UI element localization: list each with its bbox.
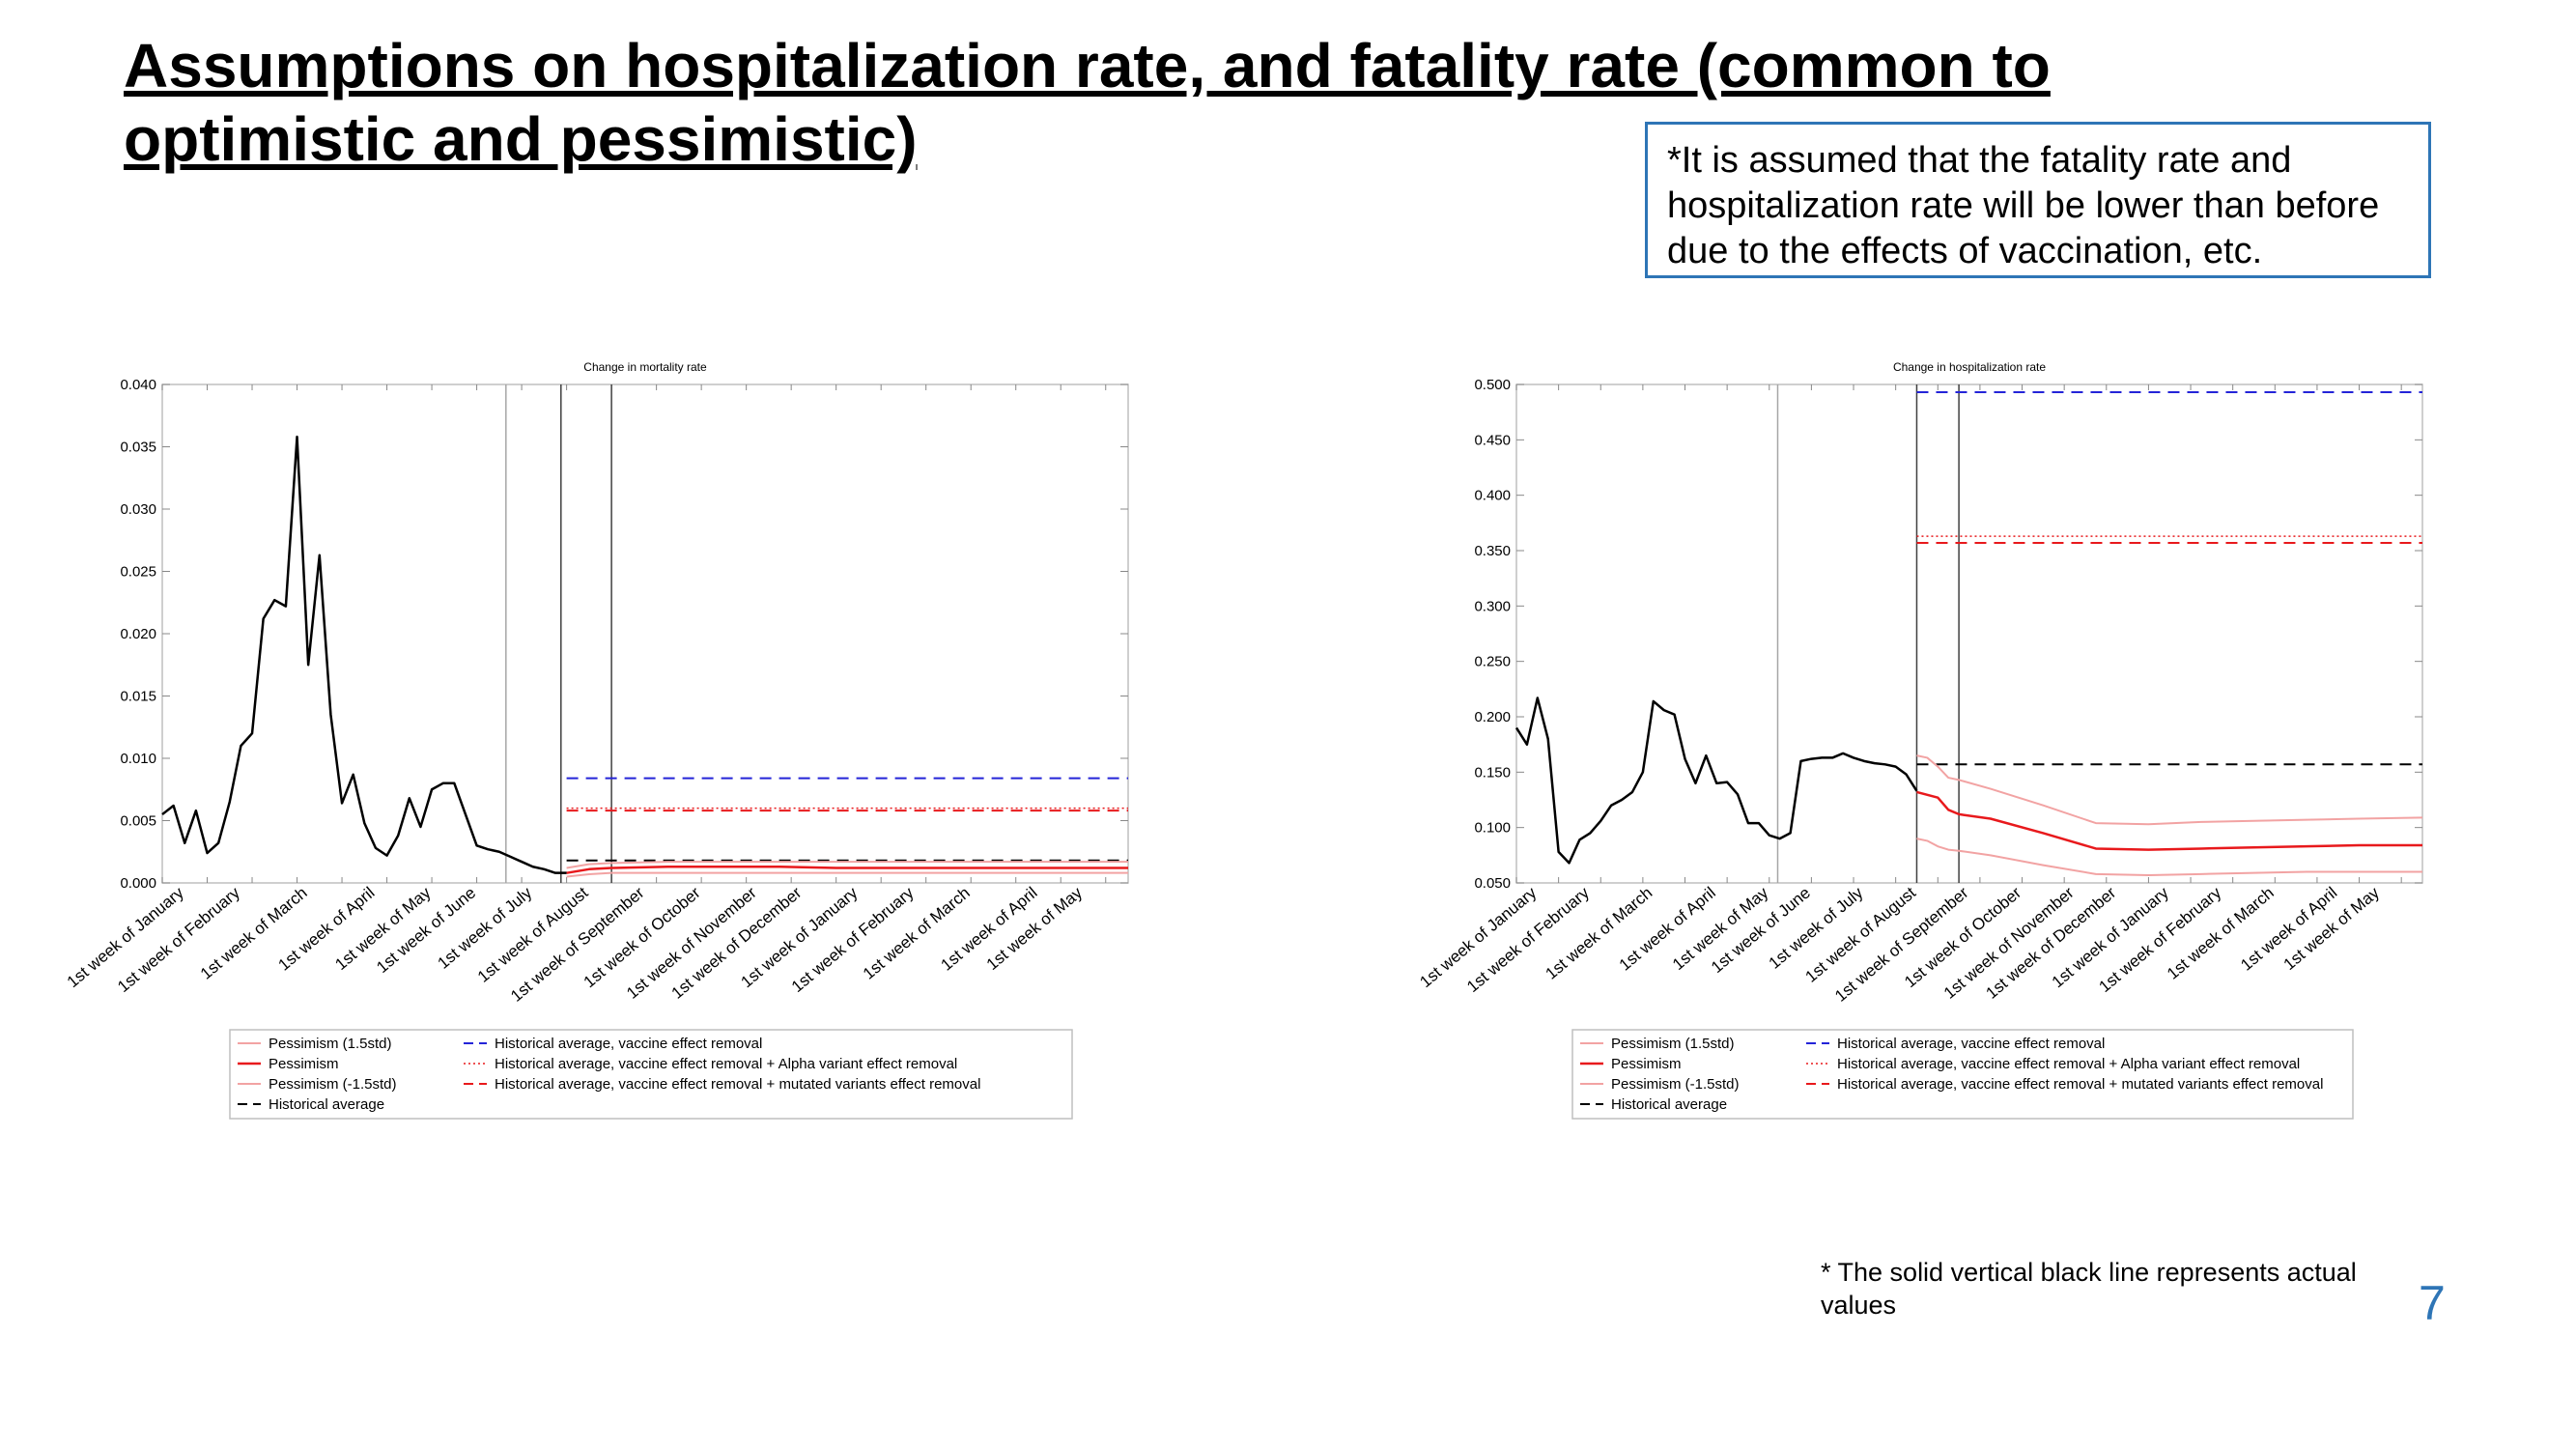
plot-frame: [1515, 384, 2423, 884]
y-tick-label: 0.020: [120, 626, 156, 642]
pessimism-line: [566, 865, 1128, 874]
hospitalization-rate-chart-svg: Change in hospitalization rate 0.050 0.100…: [1416, 360, 2423, 1120]
legend-label: Pessimism: [269, 1056, 339, 1072]
legend-label: Pessimism (-1.5std): [269, 1076, 397, 1093]
footnote: * The solid vertical black line represen…: [1821, 1258, 2357, 1320]
legend-box: [1571, 1029, 2354, 1120]
legend-label: Historical average, vaccine effect remov…: [1837, 1076, 2323, 1093]
legend-label: Historical average, vaccine effect remov…: [1837, 1036, 2105, 1052]
pessimism-line: [1916, 790, 2422, 851]
legend-label: Pessimism (1.5std): [269, 1036, 392, 1052]
y-tick-label: 0.400: [1474, 488, 1511, 504]
mortality-rate-chart-svg: Change in mortality rate 0.000 0.005 0.010 0…: [64, 360, 1129, 1120]
legend-label: Historical average, vaccine effect remov…: [495, 1036, 762, 1052]
historical-actual-line: [1514, 696, 1918, 865]
legend-label: Pessimism (1.5std): [1611, 1036, 1735, 1052]
pessimism-plus-1-5std-line: [566, 861, 1128, 869]
y-tick-label: 0.150: [1474, 764, 1511, 781]
legend-label: Historical average, vaccine effect remov…: [495, 1056, 957, 1072]
x-tick-label: 1st week of July: [434, 883, 535, 973]
pessimism-plus-1-5std-line: [1916, 754, 2423, 826]
slide-title: Assumptions on hospitalization rate, and…: [124, 31, 2051, 174]
y-tick-label: 0.035: [120, 440, 156, 456]
y-tick-label: 0.025: [120, 564, 156, 581]
vaccination-note-box: *It is assumed that the fatality rate an…: [1645, 122, 2431, 278]
legend-label: Historical average, vaccine effect remov…: [1837, 1056, 2300, 1072]
y-tick-label: 0.010: [120, 751, 156, 767]
page-number: 7: [2419, 1276, 2446, 1330]
y-tick-label: 0.015: [120, 689, 156, 705]
y-tick-label: 0.200: [1474, 709, 1511, 725]
historical-actual-line: [161, 435, 567, 874]
y-tick-label: 0.050: [1474, 875, 1511, 892]
y-tick-label: 0.450: [1474, 432, 1511, 448]
legend-label: Historical average, vaccine effect remov…: [495, 1076, 980, 1093]
y-tick-label: 0.040: [120, 377, 156, 393]
y-tick-label: 0.300: [1474, 598, 1511, 614]
chart-title: Change in hospitalization rate: [1893, 360, 2046, 374]
y-tick-label: 0.000: [120, 875, 156, 892]
legend-label: Pessimism: [1611, 1056, 1682, 1072]
legend-label: Historical average: [1611, 1096, 1727, 1113]
pessimism-minus-1-5std-line: [566, 871, 1128, 878]
y-tick-label: 0.030: [120, 501, 156, 518]
y-tick-label: 0.250: [1474, 654, 1511, 670]
x-tick-label: 1st week of March: [1542, 884, 1656, 983]
legend-label: Historical average: [269, 1096, 384, 1113]
hospitalization-rate-chart: Change in hospitalization rate 0.050 0.100…: [1410, 348, 2453, 1140]
mortality-rate-chart: Change in mortality rate 0.000 0.005 0.010 0…: [58, 348, 1169, 1140]
y-tick-label: 0.100: [1474, 820, 1511, 837]
pessimism-minus-1-5std-line: [1916, 838, 2422, 876]
y-tick-label: 0.005: [120, 813, 156, 830]
y-tick-label: 0.350: [1474, 543, 1511, 559]
legend-box: [229, 1029, 1073, 1120]
chart-title: Change in mortality rate: [583, 360, 707, 374]
y-tick-label: 0.500: [1474, 377, 1511, 393]
legend-label: Pessimism (-1.5std): [1611, 1076, 1740, 1093]
